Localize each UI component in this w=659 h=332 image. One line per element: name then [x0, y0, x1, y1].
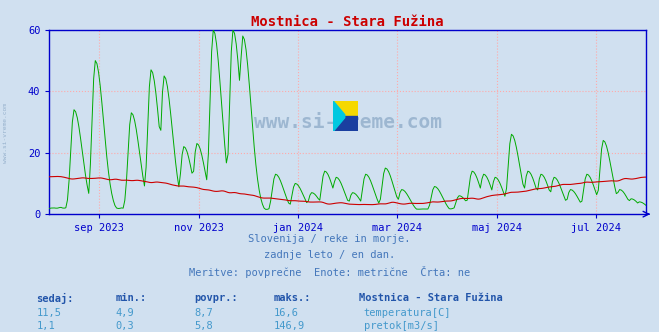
Polygon shape	[333, 116, 358, 131]
Text: sedaj:: sedaj:	[36, 293, 74, 304]
Text: 1,1: 1,1	[36, 321, 55, 331]
Text: www.si-vreme.com: www.si-vreme.com	[3, 103, 8, 163]
Text: 11,5: 11,5	[36, 308, 61, 318]
Text: zadnje leto / en dan.: zadnje leto / en dan.	[264, 250, 395, 260]
Text: Mostnica - Stara Fužina: Mostnica - Stara Fužina	[359, 293, 503, 303]
Text: min.:: min.:	[115, 293, 146, 303]
Text: maks.:: maks.:	[273, 293, 311, 303]
Text: pretok[m3/s]: pretok[m3/s]	[364, 321, 439, 331]
Text: temperatura[C]: temperatura[C]	[364, 308, 451, 318]
Text: Slovenija / reke in morje.: Slovenija / reke in morje.	[248, 234, 411, 244]
Text: 5,8: 5,8	[194, 321, 213, 331]
Text: 0,3: 0,3	[115, 321, 134, 331]
Text: 146,9: 146,9	[273, 321, 304, 331]
Text: 4,9: 4,9	[115, 308, 134, 318]
Text: www.si-vreme.com: www.si-vreme.com	[254, 113, 442, 131]
Polygon shape	[333, 101, 358, 116]
Title: Mostnica - Stara Fužina: Mostnica - Stara Fužina	[251, 15, 444, 29]
Polygon shape	[333, 101, 345, 131]
Text: 16,6: 16,6	[273, 308, 299, 318]
Text: Meritve: povprečne  Enote: metrične  Črta: ne: Meritve: povprečne Enote: metrične Črta:…	[189, 266, 470, 278]
Text: povpr.:: povpr.:	[194, 293, 238, 303]
Text: 8,7: 8,7	[194, 308, 213, 318]
